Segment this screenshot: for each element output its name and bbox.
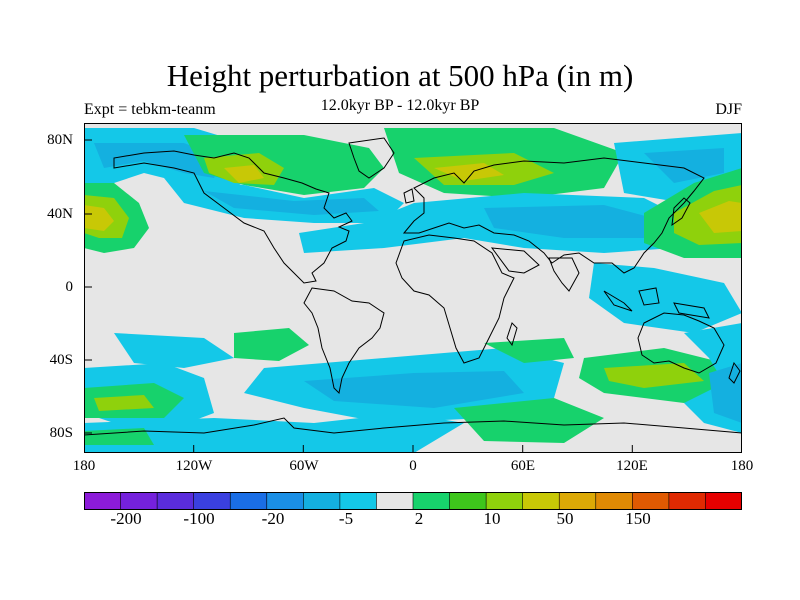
- coast-south-america: [303, 287, 385, 395]
- axis-ticks: [84, 139, 742, 453]
- lat-tick-80s: 80S: [49, 425, 73, 441]
- colorbar-swatch: [339, 492, 378, 510]
- lat-tick-40s: 40S: [49, 352, 73, 368]
- lat-tick-80n: 80N: [47, 132, 73, 148]
- coast-australia: [637, 312, 725, 374]
- contour-positive-sw-inner: [94, 395, 154, 411]
- coast-north-america: [113, 150, 353, 284]
- contour-positive-sa: [484, 338, 574, 363]
- coast-sumatra: [603, 290, 633, 312]
- coast-new-zealand: [728, 361, 741, 384]
- contour-negative-se-inner: [709, 363, 742, 423]
- coast-antarctica: [84, 417, 742, 436]
- coastlines: [84, 137, 742, 436]
- colorbar-swatch: [266, 492, 305, 510]
- contour-negative-ant: [84, 413, 464, 453]
- map-title: Height perturbation at 500 hPa (in m): [166, 58, 634, 93]
- colorbar-swatch: [303, 492, 341, 510]
- colorbar-label-50: 50: [556, 509, 574, 528]
- contour-negative-ea-inner: [644, 148, 724, 183]
- coast-madagascar: [506, 322, 518, 347]
- colorbar-label-2: 2: [414, 509, 424, 528]
- time-range-label: 12.0kyr BP - 12.0kyr BP: [320, 97, 480, 114]
- contour-positive-sp: [234, 328, 309, 361]
- coast-india: [548, 257, 580, 292]
- colorbar-swatch: [376, 492, 414, 510]
- contour-negative-sp: [114, 333, 234, 368]
- colorbar-swatch: [156, 492, 195, 510]
- colorbar-swatch: [485, 492, 524, 510]
- lon-tick-180w: 180: [72, 458, 96, 474]
- colorbar-swatch: [449, 492, 487, 510]
- contour-positive-w-core: [84, 205, 114, 231]
- colorbar: [84, 492, 742, 510]
- colorbar-swatch: [668, 492, 707, 510]
- experiment-label: Expt = tebkm-teanm: [84, 101, 216, 118]
- colorbar-label-neg100: -100: [183, 509, 215, 528]
- coast-uk: [403, 188, 415, 204]
- contour-negative-eu-inner: [484, 205, 664, 238]
- contour-positive-ant: [454, 398, 604, 443]
- colorbar-label-150: 150: [625, 509, 651, 528]
- lat-tick-40n: 40N: [47, 206, 73, 222]
- colorbar-swatch: [84, 492, 122, 510]
- colorbar-swatch: [522, 492, 561, 510]
- lon-tick-120e: 120E: [616, 458, 648, 474]
- lat-tick-0: 0: [65, 279, 74, 295]
- colorbar-swatch: [229, 492, 268, 510]
- season-label: DJF: [715, 101, 742, 118]
- colorbar-label-10: 10: [483, 509, 501, 528]
- coast-arabia: [490, 247, 540, 274]
- coast-greenland: [348, 137, 395, 179]
- colorbar-swatch: [193, 492, 232, 510]
- contour-positive-se-inner: [604, 363, 704, 388]
- contour-positive-ant2: [84, 428, 154, 445]
- height-perturbation-map: [84, 123, 742, 453]
- lon-tick-120w: 120W: [175, 458, 213, 474]
- colorbar-swatch: [120, 492, 158, 510]
- coast-new-guinea: [673, 302, 710, 319]
- contour-negative-na-inner: [204, 191, 379, 215]
- colorbar-label-neg5: -5: [338, 509, 354, 528]
- contour-positive-na-core: [224, 165, 264, 183]
- contour-fields: [84, 128, 742, 453]
- contour-negative-sa-inner: [304, 371, 524, 408]
- lon-tick-60e: 60E: [510, 458, 536, 474]
- contour-negative-io: [589, 263, 742, 333]
- coast-borneo: [638, 287, 660, 306]
- coast-africa: [395, 234, 515, 364]
- colorbar-swatch: [558, 492, 597, 510]
- lon-tick-0: 0: [409, 458, 417, 474]
- colorbar-swatch: [595, 492, 634, 510]
- colorbar-label-neg200: -200: [110, 509, 142, 528]
- colorbar-swatch: [412, 492, 451, 510]
- lon-tick-180e: 180: [730, 458, 754, 474]
- colorbar-label-neg20: -20: [261, 509, 285, 528]
- contour-positive-ep-core: [699, 201, 742, 233]
- coast-eurasia: [402, 157, 705, 274]
- contour-negative-nw-inner: [94, 143, 224, 178]
- coast-japan: [671, 197, 691, 227]
- colorbar-swatch: [705, 492, 742, 510]
- lon-tick-60w: 60W: [289, 458, 319, 474]
- colorbar-swatch: [632, 492, 670, 510]
